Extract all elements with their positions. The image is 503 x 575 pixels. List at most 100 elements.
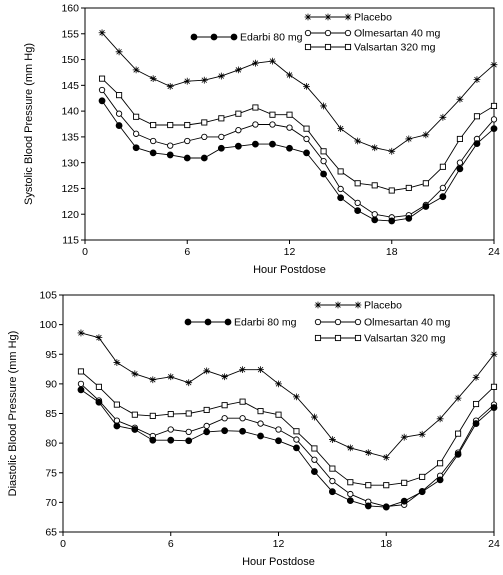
diastolic-point-edarbi-80-mg	[436, 476, 444, 484]
diastolic-point-placebo	[454, 394, 462, 402]
diastolic-legend-label-placebo: Placebo	[364, 300, 402, 312]
diastolic-y-tick-label: 85	[45, 408, 57, 420]
diastolic-point-edarbi-80-mg	[77, 386, 85, 394]
systolic-point-placebo	[490, 61, 498, 69]
systolic-point-valsartan-320-mg	[337, 168, 344, 175]
systolic-y-tick-label: 150	[61, 54, 79, 66]
systolic-point-valsartan-320-mg	[235, 110, 242, 117]
diastolic-point-valsartan-320-mg	[167, 411, 174, 418]
diastolic-legend-label-olmesartan-40-mg: Olmesartan 40 mg	[364, 317, 451, 329]
systolic-point-edarbi-80-mg	[269, 140, 276, 148]
systolic-point-placebo	[320, 102, 327, 110]
systolic-point-olmesartan-40-mg	[456, 159, 464, 166]
diastolic-point-placebo	[203, 367, 211, 375]
systolic-legend-label-edarbi-80-mg: Edarbi 80 mg	[240, 32, 303, 44]
diastolic-point-olmesartan-40-mg	[347, 490, 354, 498]
diastolic-point-olmesartan-40-mg	[275, 426, 282, 433]
systolic-point-valsartan-320-mg	[116, 92, 123, 99]
systolic-point-edarbi-80-mg	[217, 144, 225, 152]
systolic-chart: 115 120 125 130 135 140 145 150 155 160 0 6 12 18 24 Ho…	[23, 3, 500, 276]
systolic-x-tick-label: 24	[488, 246, 500, 258]
systolic-point-placebo	[115, 48, 123, 56]
systolic-line-valsartan-320-mg	[101, 78, 495, 191]
diastolic-legend-marker-olmesartan-40-mg	[334, 318, 342, 326]
diastolic-point-placebo	[77, 329, 85, 337]
diastolic-legend-label-edarbi-80-mg: Edarbi 80 mg	[234, 317, 297, 329]
diastolic-point-olmesartan-40-mg	[221, 415, 228, 422]
diastolic-point-placebo	[113, 359, 121, 366]
diastolic-point-edarbi-80-mg	[257, 432, 264, 440]
diastolic-point-edarbi-80-mg	[167, 436, 175, 444]
systolic-point-edarbi-80-mg	[286, 144, 293, 152]
systolic-legend-marker-edarbi-80-mg	[190, 33, 198, 41]
systolic-legend-label-olmesartan-40-mg: Olmesartan 40 mg	[354, 28, 441, 40]
systolic-legend-marker-valsartan-320-mg	[304, 43, 312, 51]
systolic-point-valsartan-320-mg	[490, 102, 498, 110]
diastolic-point-placebo	[221, 373, 229, 381]
systolic-line-edarbi-80-mg	[101, 100, 495, 222]
diastolic-y-tick-label: 95	[45, 349, 57, 361]
systolic-y-tick-label: 120	[61, 209, 79, 221]
diastolic-x-axis-title: Hour Postdose	[242, 556, 315, 568]
diastolic-point-valsartan-320-mg	[131, 411, 138, 418]
systolic-x-tick-label: 0	[82, 246, 88, 258]
systolic-point-olmesartan-40-mg	[320, 157, 327, 165]
systolic-point-edarbi-80-mg	[252, 140, 259, 148]
diastolic-point-valsartan-320-mg	[77, 368, 85, 375]
diastolic-legend-marker-placebo	[314, 301, 322, 309]
diastolic-point-valsartan-320-mg	[275, 411, 282, 418]
diastolic-point-placebo	[275, 380, 282, 388]
systolic-point-placebo	[303, 82, 310, 90]
diastolic-chart: 65 70 75 80 85 90 95 100 105 0 6 12 18 24 Hour Postdos…	[7, 290, 500, 568]
systolic-point-placebo	[132, 66, 140, 74]
diastolic-line-placebo	[80, 332, 495, 458]
systolic-point-placebo	[234, 66, 242, 74]
diastolic-point-edarbi-80-mg	[203, 428, 211, 436]
systolic-point-olmesartan-40-mg	[235, 127, 242, 134]
diastolic-point-valsartan-320-mg	[221, 402, 228, 409]
diastolic-point-edarbi-80-mg	[400, 497, 408, 505]
diastolic-point-edarbi-80-mg	[131, 426, 139, 433]
diastolic-point-olmesartan-40-mg	[167, 426, 174, 433]
systolic-point-placebo	[286, 71, 293, 79]
systolic-line-placebo	[101, 32, 495, 152]
diastolic-point-valsartan-320-mg	[455, 430, 462, 437]
diastolic-point-placebo	[311, 413, 318, 421]
systolic-legend-marker-valsartan-320-mg	[324, 43, 332, 51]
systolic-legend-marker-olmesartan-40-mg	[344, 29, 352, 37]
systolic-point-edarbi-80-mg	[183, 154, 191, 162]
systolic-legend-marker-placebo	[344, 13, 352, 21]
systolic-point-placebo	[337, 125, 345, 133]
diastolic-point-olmesartan-40-mg	[293, 436, 300, 443]
diastolic-point-edarbi-80-mg	[472, 420, 480, 427]
diastolic-legend-marker-edarbi-80-mg	[204, 318, 212, 326]
systolic-point-valsartan-320-mg	[167, 121, 174, 129]
systolic-point-olmesartan-40-mg	[98, 86, 106, 94]
diastolic-point-edarbi-80-mg	[346, 497, 354, 504]
systolic-point-placebo	[200, 76, 208, 84]
systolic-point-valsartan-320-mg	[98, 75, 106, 82]
systolic-legend-label-valsartan-320-mg: Valsartan 320 mg	[354, 42, 436, 54]
systolic-point-valsartan-320-mg	[252, 104, 259, 111]
systolic-y-tick-label: 145	[61, 80, 79, 92]
diastolic-point-edarbi-80-mg	[293, 444, 300, 452]
systolic-point-edarbi-80-mg	[303, 149, 310, 157]
diastolic-y-tick-label: 105	[39, 290, 57, 302]
diastolic-point-valsartan-320-mg	[329, 465, 336, 472]
diastolic-point-edarbi-80-mg	[311, 468, 318, 475]
systolic-x-tick-label: 18	[386, 246, 398, 258]
diastolic-legend-marker-valsartan-320-mg	[314, 334, 322, 342]
diastolic-point-olmesartan-40-mg	[311, 456, 318, 463]
diastolic-point-placebo	[185, 379, 193, 387]
diastolic-point-placebo	[149, 376, 157, 384]
diastolic-legend-marker-olmesartan-40-mg	[354, 318, 362, 326]
diastolic-point-valsartan-320-mg	[95, 383, 102, 390]
systolic-point-valsartan-320-mg	[388, 187, 395, 194]
systolic-point-olmesartan-40-mg	[150, 137, 157, 145]
diastolic-point-valsartan-320-mg	[490, 383, 498, 390]
systolic-point-olmesartan-40-mg	[337, 185, 344, 193]
diastolic-point-placebo	[293, 393, 300, 401]
systolic-point-edarbi-80-mg	[422, 203, 430, 210]
diastolic-point-placebo	[400, 433, 408, 441]
systolic-y-tick-label: 115	[62, 235, 79, 247]
